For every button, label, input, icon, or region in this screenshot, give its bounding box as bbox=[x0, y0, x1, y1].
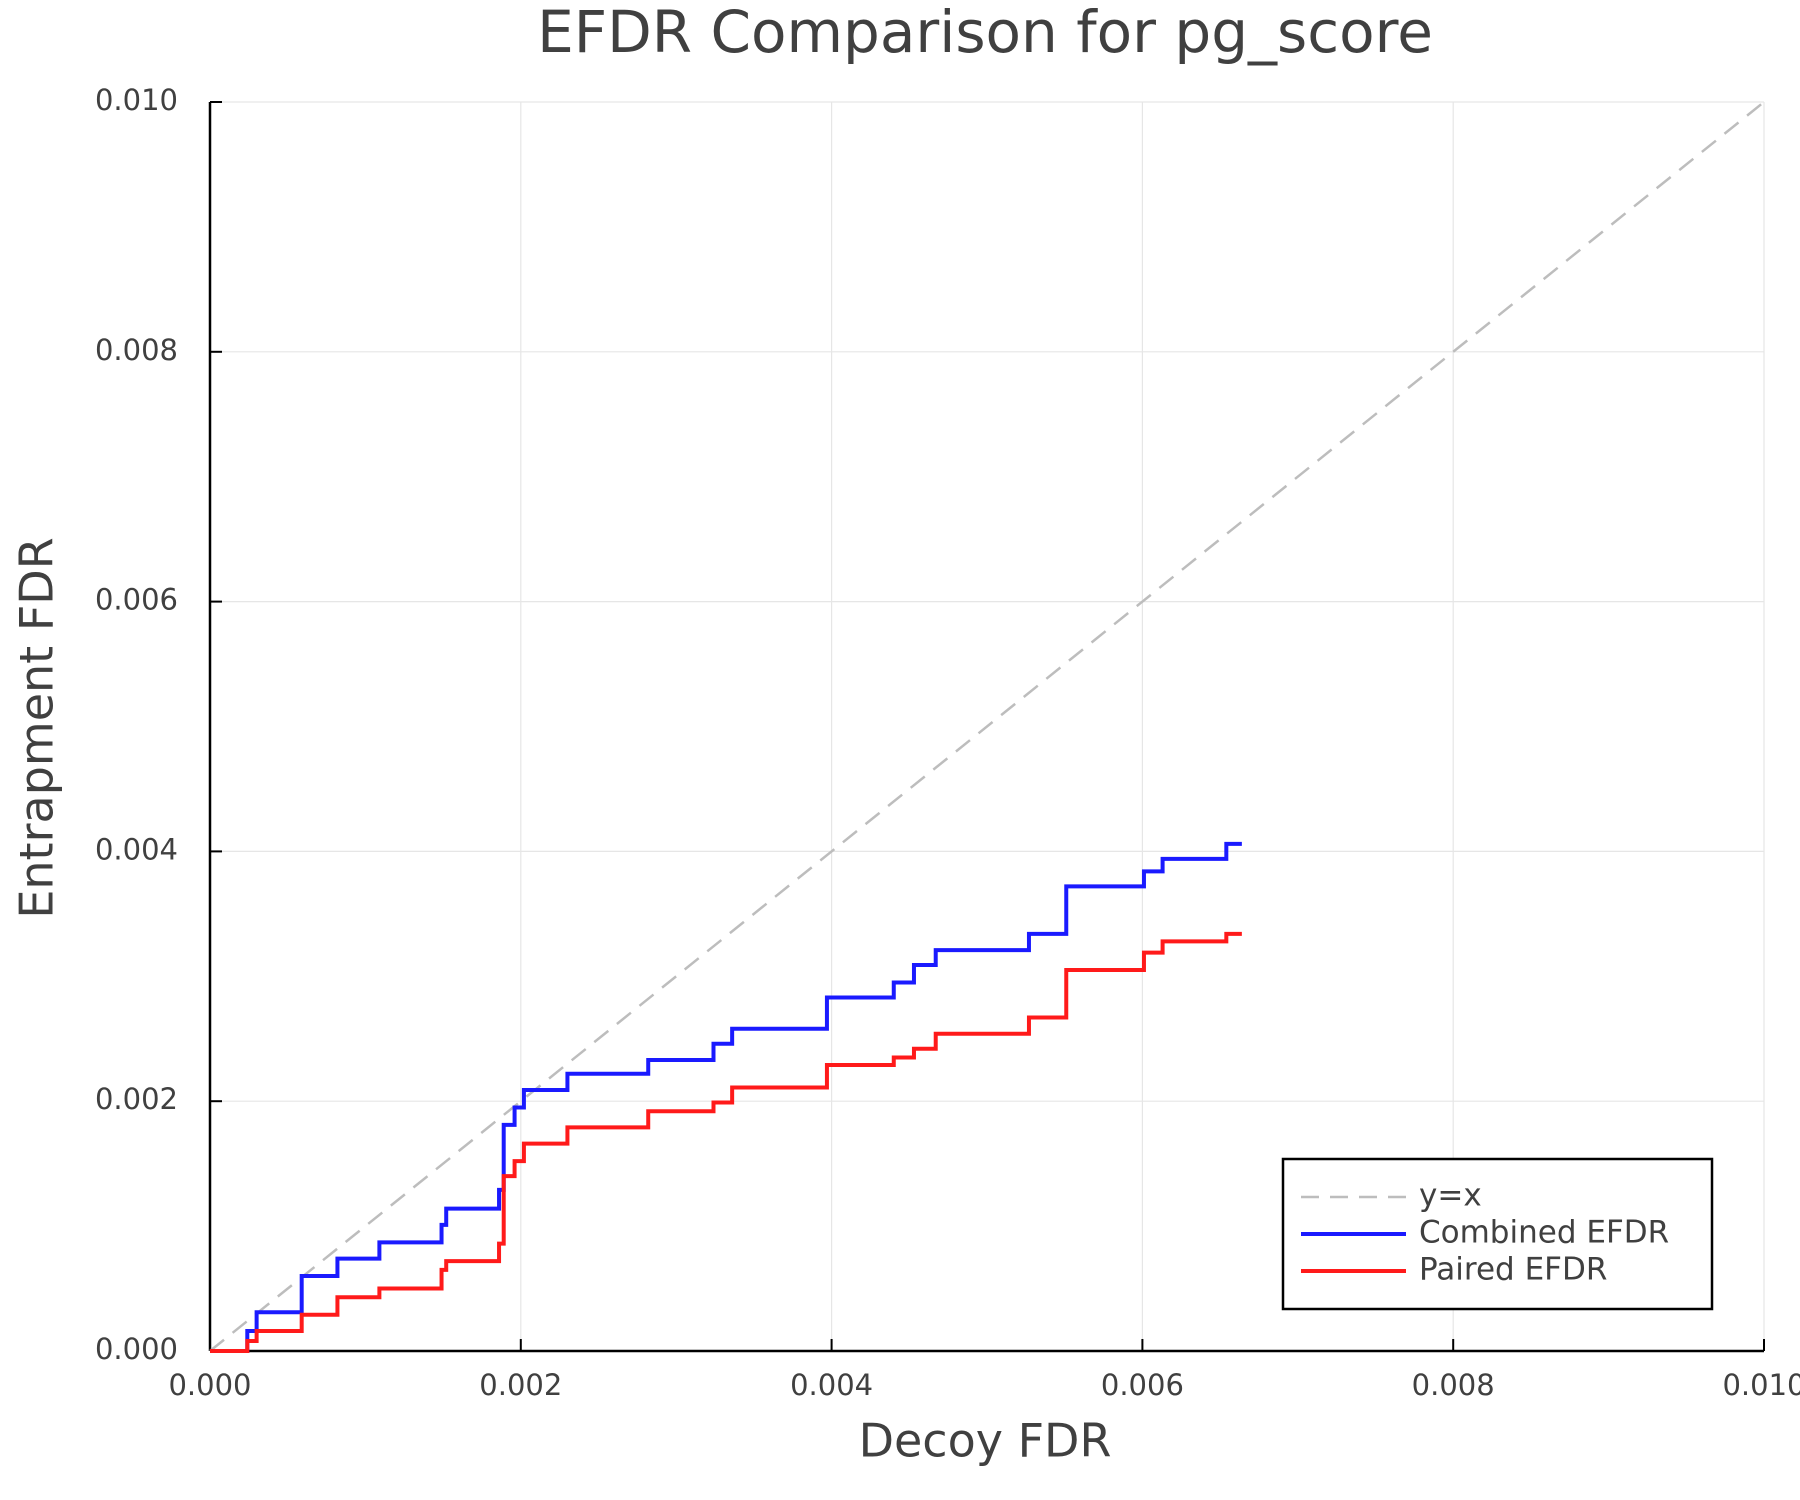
data-line bbox=[210, 931, 1242, 1353]
y-tick-label: 0.004 bbox=[95, 832, 178, 866]
legend-label: y=x bbox=[1419, 1178, 1482, 1214]
data-line bbox=[209, 101, 1765, 1352]
legend-label: Paired EFDR bbox=[1419, 1252, 1607, 1288]
y-tick-label: 0.002 bbox=[95, 1082, 178, 1116]
y-axis-label: Entrapment FDR bbox=[10, 537, 64, 918]
x-axis-label: Decoy FDR bbox=[859, 1414, 1112, 1468]
y-tick-label: 0.010 bbox=[95, 83, 178, 117]
legend-label: Combined EFDR bbox=[1419, 1215, 1669, 1251]
data-line bbox=[210, 841, 1242, 1353]
y-tick-label: 0.008 bbox=[95, 333, 178, 367]
x-tick-label: 0.006 bbox=[1101, 1368, 1184, 1402]
x-tick-label: 0.008 bbox=[1412, 1368, 1495, 1402]
chart-title: EFDR Comparison for pg_score bbox=[537, 0, 1433, 66]
y-tick-label: 0.006 bbox=[95, 583, 178, 617]
x-tick-label: 0.004 bbox=[790, 1368, 873, 1402]
y-tick-label: 0.000 bbox=[95, 1332, 178, 1366]
x-tick-label: 0.002 bbox=[479, 1368, 562, 1402]
x-tick-label: 0.010 bbox=[1722, 1368, 1800, 1402]
x-tick-label: 0.000 bbox=[168, 1368, 251, 1402]
